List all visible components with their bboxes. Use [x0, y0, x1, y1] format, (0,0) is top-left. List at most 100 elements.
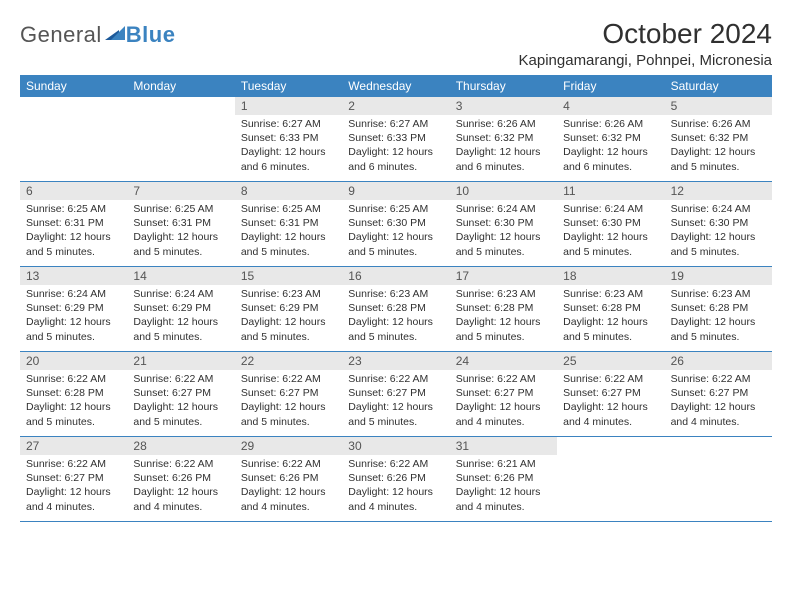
calendar-cell — [557, 437, 664, 521]
day-number: 4 — [557, 97, 664, 115]
calendar-cell — [20, 97, 127, 181]
logo-text-general: General — [20, 22, 102, 48]
day-number: 17 — [450, 267, 557, 285]
day-details: Sunrise: 6:23 AMSunset: 6:29 PMDaylight:… — [235, 285, 342, 348]
calendar-cell: 24Sunrise: 6:22 AMSunset: 6:27 PMDayligh… — [450, 352, 557, 436]
day-details: Sunrise: 6:22 AMSunset: 6:27 PMDaylight:… — [127, 370, 234, 433]
day-number: 27 — [20, 437, 127, 455]
calendar-week: 13Sunrise: 6:24 AMSunset: 6:29 PMDayligh… — [20, 267, 772, 352]
day-number: 8 — [235, 182, 342, 200]
calendar-cell: 30Sunrise: 6:22 AMSunset: 6:26 PMDayligh… — [342, 437, 449, 521]
day-header: Thursday — [450, 75, 557, 97]
day-number: 20 — [20, 352, 127, 370]
calendar-week: 27Sunrise: 6:22 AMSunset: 6:27 PMDayligh… — [20, 437, 772, 522]
page: General Blue October 2024 Kapingamarangi… — [0, 0, 792, 522]
day-number: 2 — [342, 97, 449, 115]
day-details: Sunrise: 6:23 AMSunset: 6:28 PMDaylight:… — [557, 285, 664, 348]
calendar-cell — [665, 437, 772, 521]
day-number: 18 — [557, 267, 664, 285]
day-number: 30 — [342, 437, 449, 455]
calendar-cell: 26Sunrise: 6:22 AMSunset: 6:27 PMDayligh… — [665, 352, 772, 436]
day-number: 1 — [235, 97, 342, 115]
calendar-cell: 15Sunrise: 6:23 AMSunset: 6:29 PMDayligh… — [235, 267, 342, 351]
month-title: October 2024 — [519, 18, 772, 50]
calendar-cell: 14Sunrise: 6:24 AMSunset: 6:29 PMDayligh… — [127, 267, 234, 351]
day-details: Sunrise: 6:24 AMSunset: 6:30 PMDaylight:… — [665, 200, 772, 263]
location: Kapingamarangi, Pohnpei, Micronesia — [519, 52, 772, 69]
logo-text-blue: Blue — [126, 22, 176, 48]
day-number: 7 — [127, 182, 234, 200]
day-number: 29 — [235, 437, 342, 455]
calendar-week: 20Sunrise: 6:22 AMSunset: 6:28 PMDayligh… — [20, 352, 772, 437]
day-number: 5 — [665, 97, 772, 115]
logo-mark-icon — [105, 26, 125, 47]
calendar-cell: 27Sunrise: 6:22 AMSunset: 6:27 PMDayligh… — [20, 437, 127, 521]
day-details: Sunrise: 6:26 AMSunset: 6:32 PMDaylight:… — [557, 115, 664, 178]
day-details: Sunrise: 6:22 AMSunset: 6:27 PMDaylight:… — [665, 370, 772, 433]
calendar-cell: 23Sunrise: 6:22 AMSunset: 6:27 PMDayligh… — [342, 352, 449, 436]
calendar-cell: 9Sunrise: 6:25 AMSunset: 6:30 PMDaylight… — [342, 182, 449, 266]
day-header: Friday — [557, 75, 664, 97]
day-number: 12 — [665, 182, 772, 200]
day-header: Sunday — [20, 75, 127, 97]
calendar-week: 1Sunrise: 6:27 AMSunset: 6:33 PMDaylight… — [20, 97, 772, 182]
day-number: 6 — [20, 182, 127, 200]
day-details: Sunrise: 6:27 AMSunset: 6:33 PMDaylight:… — [342, 115, 449, 178]
calendar-cell: 28Sunrise: 6:22 AMSunset: 6:26 PMDayligh… — [127, 437, 234, 521]
calendar-cell: 17Sunrise: 6:23 AMSunset: 6:28 PMDayligh… — [450, 267, 557, 351]
calendar-cell: 25Sunrise: 6:22 AMSunset: 6:27 PMDayligh… — [557, 352, 664, 436]
day-number: 9 — [342, 182, 449, 200]
calendar-cell: 3Sunrise: 6:26 AMSunset: 6:32 PMDaylight… — [450, 97, 557, 181]
day-number: 19 — [665, 267, 772, 285]
calendar-cell: 16Sunrise: 6:23 AMSunset: 6:28 PMDayligh… — [342, 267, 449, 351]
calendar-cell: 18Sunrise: 6:23 AMSunset: 6:28 PMDayligh… — [557, 267, 664, 351]
day-details: Sunrise: 6:22 AMSunset: 6:27 PMDaylight:… — [450, 370, 557, 433]
day-number: 25 — [557, 352, 664, 370]
day-number: 15 — [235, 267, 342, 285]
day-details: Sunrise: 6:27 AMSunset: 6:33 PMDaylight:… — [235, 115, 342, 178]
calendar-cell: 5Sunrise: 6:26 AMSunset: 6:32 PMDaylight… — [665, 97, 772, 181]
calendar-cell: 12Sunrise: 6:24 AMSunset: 6:30 PMDayligh… — [665, 182, 772, 266]
day-number: 11 — [557, 182, 664, 200]
day-number: 21 — [127, 352, 234, 370]
day-number: 14 — [127, 267, 234, 285]
calendar-cell: 11Sunrise: 6:24 AMSunset: 6:30 PMDayligh… — [557, 182, 664, 266]
day-details: Sunrise: 6:24 AMSunset: 6:29 PMDaylight:… — [127, 285, 234, 348]
day-header: Monday — [127, 75, 234, 97]
day-details: Sunrise: 6:22 AMSunset: 6:28 PMDaylight:… — [20, 370, 127, 433]
day-details: Sunrise: 6:23 AMSunset: 6:28 PMDaylight:… — [342, 285, 449, 348]
logo: General Blue — [20, 18, 175, 48]
calendar-cell: 19Sunrise: 6:23 AMSunset: 6:28 PMDayligh… — [665, 267, 772, 351]
day-details: Sunrise: 6:25 AMSunset: 6:31 PMDaylight:… — [235, 200, 342, 263]
day-details: Sunrise: 6:22 AMSunset: 6:26 PMDaylight:… — [235, 455, 342, 518]
day-number: 22 — [235, 352, 342, 370]
day-details: Sunrise: 6:22 AMSunset: 6:27 PMDaylight:… — [342, 370, 449, 433]
day-number: 28 — [127, 437, 234, 455]
day-number: 16 — [342, 267, 449, 285]
day-details: Sunrise: 6:24 AMSunset: 6:30 PMDaylight:… — [450, 200, 557, 263]
day-details: Sunrise: 6:22 AMSunset: 6:26 PMDaylight:… — [127, 455, 234, 518]
day-number: 13 — [20, 267, 127, 285]
day-details: Sunrise: 6:24 AMSunset: 6:29 PMDaylight:… — [20, 285, 127, 348]
day-details: Sunrise: 6:22 AMSunset: 6:27 PMDaylight:… — [20, 455, 127, 518]
calendar-cell: 31Sunrise: 6:21 AMSunset: 6:26 PMDayligh… — [450, 437, 557, 521]
calendar-body: 1Sunrise: 6:27 AMSunset: 6:33 PMDaylight… — [20, 97, 772, 522]
calendar-cell: 29Sunrise: 6:22 AMSunset: 6:26 PMDayligh… — [235, 437, 342, 521]
day-header: Tuesday — [235, 75, 342, 97]
day-number: 3 — [450, 97, 557, 115]
day-details: Sunrise: 6:23 AMSunset: 6:28 PMDaylight:… — [665, 285, 772, 348]
calendar-cell: 10Sunrise: 6:24 AMSunset: 6:30 PMDayligh… — [450, 182, 557, 266]
day-details: Sunrise: 6:25 AMSunset: 6:31 PMDaylight:… — [20, 200, 127, 263]
calendar-cell: 6Sunrise: 6:25 AMSunset: 6:31 PMDaylight… — [20, 182, 127, 266]
day-header: Wednesday — [342, 75, 449, 97]
calendar-week: 6Sunrise: 6:25 AMSunset: 6:31 PMDaylight… — [20, 182, 772, 267]
day-number: 31 — [450, 437, 557, 455]
day-headers-row: SundayMondayTuesdayWednesdayThursdayFrid… — [20, 75, 772, 97]
calendar-cell: 1Sunrise: 6:27 AMSunset: 6:33 PMDaylight… — [235, 97, 342, 181]
day-details: Sunrise: 6:25 AMSunset: 6:30 PMDaylight:… — [342, 200, 449, 263]
day-details: Sunrise: 6:26 AMSunset: 6:32 PMDaylight:… — [665, 115, 772, 178]
calendar: SundayMondayTuesdayWednesdayThursdayFrid… — [20, 75, 772, 522]
day-details: Sunrise: 6:26 AMSunset: 6:32 PMDaylight:… — [450, 115, 557, 178]
calendar-cell: 21Sunrise: 6:22 AMSunset: 6:27 PMDayligh… — [127, 352, 234, 436]
calendar-cell: 8Sunrise: 6:25 AMSunset: 6:31 PMDaylight… — [235, 182, 342, 266]
